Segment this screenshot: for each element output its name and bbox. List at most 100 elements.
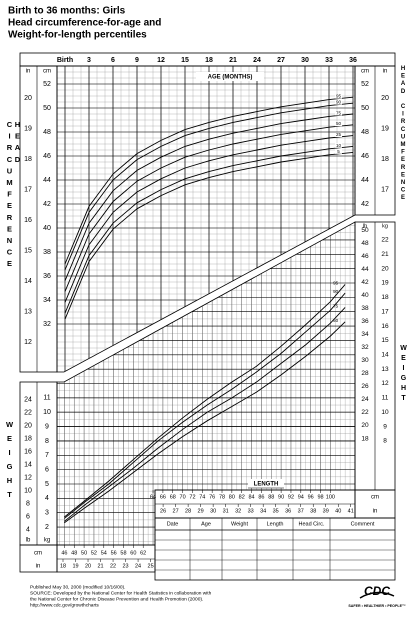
y2-tick-label: 30 xyxy=(361,357,369,364)
y2-tick-label: 20 xyxy=(24,95,32,102)
y-tick-label: 3 xyxy=(45,510,49,517)
x2-tick-label: 19 xyxy=(72,563,78,569)
series-label: 95 xyxy=(333,281,339,286)
y-axis-label: HEAD CIRCUMFERENCE xyxy=(5,120,22,271)
x-tick-label: 30 xyxy=(301,57,309,64)
x2-tick-label: 40 xyxy=(335,508,341,514)
y2-tick-label: 22 xyxy=(24,409,32,416)
y2-tick-label: 36 xyxy=(361,318,369,325)
x-tick-label: 84 xyxy=(248,494,254,500)
series-label: 5 xyxy=(337,149,340,154)
footer-line: Published May 30, 2000 (modified 10/16/0… xyxy=(30,584,125,590)
x2-tick-label: 34 xyxy=(260,508,266,514)
x-tick-label: 100 xyxy=(326,494,335,500)
x-tick-label: 82 xyxy=(239,494,245,500)
y2-tick-label: 18 xyxy=(24,156,32,163)
y-tick-label: 36 xyxy=(43,273,51,280)
x-tick-label: 36 xyxy=(349,57,357,64)
x2-tick-label: 21 xyxy=(97,563,103,569)
y-tick-label: 11 xyxy=(382,395,389,402)
unit-label: kg xyxy=(44,538,50,544)
series-label: 50 xyxy=(336,121,342,126)
x-tick-label: 88 xyxy=(268,494,274,500)
x2-tick-label: 23 xyxy=(122,563,128,569)
y2-tick-label: 50 xyxy=(361,227,369,234)
y2-tick-label: 18 xyxy=(381,156,389,163)
x-tick-label: 33 xyxy=(325,57,333,64)
x-tick-label: 86 xyxy=(258,494,264,500)
series-label: 90 xyxy=(336,100,342,105)
x-tick-label: 6 xyxy=(111,57,115,64)
unit-label: in xyxy=(373,509,378,515)
percentile-curve xyxy=(64,113,354,281)
x-tick-label: 98 xyxy=(317,494,323,500)
percentile-curve xyxy=(64,135,354,303)
y-tick-label: 48 xyxy=(43,129,51,136)
y-tick-label: 20 xyxy=(381,265,389,272)
label-bg xyxy=(335,100,342,105)
x-tick-label: 74 xyxy=(199,494,205,500)
table-header: Age xyxy=(201,521,211,527)
title-line: Weight-for-length percentiles xyxy=(8,30,147,41)
y2-tick-label: 12 xyxy=(24,339,32,346)
y-tick-label: 19 xyxy=(381,280,389,287)
y2-tick-label: 20 xyxy=(361,422,369,429)
x2-tick-label: 31 xyxy=(223,508,229,514)
x-tick-label: 94 xyxy=(298,494,304,500)
y-tick-label: 4 xyxy=(45,495,49,502)
title-line: Birth to 36 months: Girls xyxy=(8,6,126,17)
y-tick-label: 15 xyxy=(381,337,389,344)
unit-label: in xyxy=(36,564,41,570)
y-tick-label: 10 xyxy=(381,409,389,416)
y2-tick-label: 28 xyxy=(361,370,369,377)
label-bg xyxy=(196,72,264,81)
y2-tick-label: 20 xyxy=(381,95,389,102)
x2-tick-label: 20 xyxy=(85,563,91,569)
x-tick-label: 92 xyxy=(288,494,294,500)
label-bg xyxy=(335,143,342,148)
x2-tick-label: 24 xyxy=(135,563,141,569)
series-label: 95 xyxy=(336,94,342,99)
x2-tick-label: 41 xyxy=(348,508,354,514)
y2-tick-label: 48 xyxy=(361,240,369,247)
unit-label: cm xyxy=(34,551,42,557)
series-label: 10 xyxy=(336,143,342,148)
y-tick-label: 34 xyxy=(43,297,51,304)
y2-tick-label: 42 xyxy=(361,279,369,286)
y-tick-label: 9 xyxy=(383,423,387,430)
percentile-curve xyxy=(64,102,354,271)
unit-label: lb xyxy=(363,223,367,229)
logo-swoosh xyxy=(359,591,395,599)
table-header: Date xyxy=(167,521,179,527)
title-line: Head circumference-for-age and xyxy=(8,18,161,29)
x-tick-label: 21 xyxy=(229,57,237,64)
series-label: 25 xyxy=(336,132,342,137)
x-tick-label: 64 xyxy=(150,494,156,500)
x-tick-label: 90 xyxy=(278,494,284,500)
x-tick-label: 48 xyxy=(71,550,77,556)
y2-tick-label: 24 xyxy=(24,396,32,403)
percentile-curve xyxy=(64,145,354,314)
percentile-curve xyxy=(64,124,354,292)
x2-tick-label: 33 xyxy=(248,508,254,514)
y-axis-label: HEAD CIRCUMFERENCE xyxy=(400,66,406,203)
table-header: Weight xyxy=(231,521,248,527)
x-tick-label: 3 xyxy=(87,57,91,64)
x-tick-label: 80 xyxy=(229,494,235,500)
y-tick-label: 42 xyxy=(361,201,369,208)
y-tick-label: 38 xyxy=(43,249,51,256)
x-tick-label: 60 xyxy=(130,550,136,556)
y-tick-label: 5 xyxy=(45,481,49,488)
y2-tick-label: 40 xyxy=(361,292,369,299)
x-tick-label: 27 xyxy=(277,57,285,64)
label-bg xyxy=(335,94,342,99)
percentile-curve xyxy=(64,151,354,320)
table: Date Age Weight Length Head Circ. Comment xyxy=(155,518,395,580)
y-tick-label: 52 xyxy=(43,81,51,88)
y-tick-label: 42 xyxy=(43,201,51,208)
x2-tick-label: 38 xyxy=(310,508,316,514)
weight-plot-frame xyxy=(56,221,356,546)
y-tick-label: 11 xyxy=(43,395,50,402)
unit-label: cm xyxy=(43,69,51,75)
y-tick-label: 14 xyxy=(381,352,389,359)
